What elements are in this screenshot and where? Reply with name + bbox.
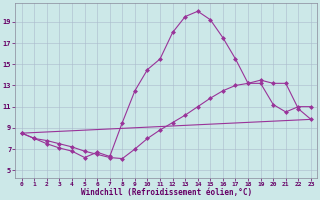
X-axis label: Windchill (Refroidissement éolien,°C): Windchill (Refroidissement éolien,°C) (81, 188, 252, 197)
